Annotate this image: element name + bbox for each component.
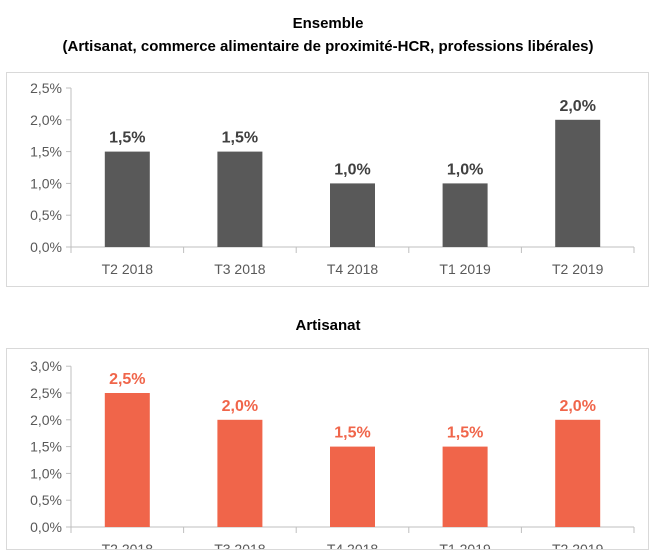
- y-tick-label: 0,0%: [30, 519, 62, 535]
- chart1-svg: 0,0% 0,5% 1,0% 1,5% 2,0% 2,5% 1,5% T2 2018 1,5% T…: [30, 80, 635, 277]
- y-tick-label: 2,5%: [30, 80, 62, 96]
- x-tick-label: T4 2018: [327, 261, 379, 277]
- y-tick-label: 0,5%: [30, 492, 62, 508]
- bar: [555, 419, 601, 527]
- bar: [330, 446, 375, 527]
- data-label: 1,0%: [334, 161, 370, 178]
- x-tick-label: T2 2018: [102, 541, 154, 549]
- y-tick-label: 1,0%: [30, 175, 62, 191]
- chart1-subtitle: (Artisanat, commerce alimentaire de prox…: [62, 38, 594, 55]
- data-label: 1,5%: [334, 425, 370, 442]
- chart2-title: Artisanat: [295, 317, 361, 334]
- bar: [442, 183, 488, 247]
- x-tick-label: T3 2018: [214, 261, 266, 277]
- x-tick-label: T4 2018: [327, 541, 379, 549]
- x-tick-label: T3 2018: [214, 541, 266, 549]
- data-label: 2,5%: [109, 371, 145, 388]
- y-tick-label: 2,0%: [30, 112, 62, 128]
- x-tick-label: T1 2019: [439, 541, 491, 549]
- data-label: 1,0%: [447, 161, 483, 178]
- data-label: 2,0%: [222, 398, 258, 415]
- chart1-title: Ensemble: [292, 15, 364, 32]
- chart2-area: 0,0% 0,5% 1,0% 1,5% 2,0% 2,5% 3,0% 2,5% T2 2018 2…: [6, 348, 649, 550]
- bar: [330, 183, 375, 247]
- data-label: 2,0%: [559, 98, 595, 115]
- bar: [555, 119, 601, 247]
- bar: [217, 419, 263, 527]
- y-tick-label: 2,5%: [30, 385, 62, 401]
- y-tick-label: 1,5%: [30, 439, 62, 455]
- data-label: 1,5%: [222, 130, 258, 147]
- bar: [104, 151, 150, 247]
- y-tick-label: 2,0%: [30, 412, 62, 428]
- y-tick-label: 3,0%: [30, 358, 62, 374]
- data-label: 2,0%: [559, 398, 595, 415]
- x-tick-label: T2 2019: [552, 261, 604, 277]
- y-tick-label: 1,0%: [30, 465, 62, 481]
- x-tick-label: T2 2018: [102, 261, 154, 277]
- bar: [217, 151, 263, 247]
- data-label: 1,5%: [447, 425, 483, 442]
- y-tick-label: 1,5%: [30, 144, 62, 160]
- chart1-area: 0,0% 0,5% 1,0% 1,5% 2,0% 2,5% 1,5% T2 2018 1,5% T…: [6, 72, 649, 287]
- y-tick-label: 0,0%: [30, 239, 62, 255]
- bar: [442, 446, 488, 527]
- bar: [104, 393, 150, 527]
- x-tick-label: T2 2019: [552, 541, 604, 549]
- y-tick-label: 0,5%: [30, 207, 62, 223]
- data-label: 1,5%: [109, 130, 145, 147]
- chart2-svg: 0,0% 0,5% 1,0% 1,5% 2,0% 2,5% 3,0% 2,5% T2 2018 2…: [30, 358, 635, 549]
- x-tick-label: T1 2019: [439, 261, 491, 277]
